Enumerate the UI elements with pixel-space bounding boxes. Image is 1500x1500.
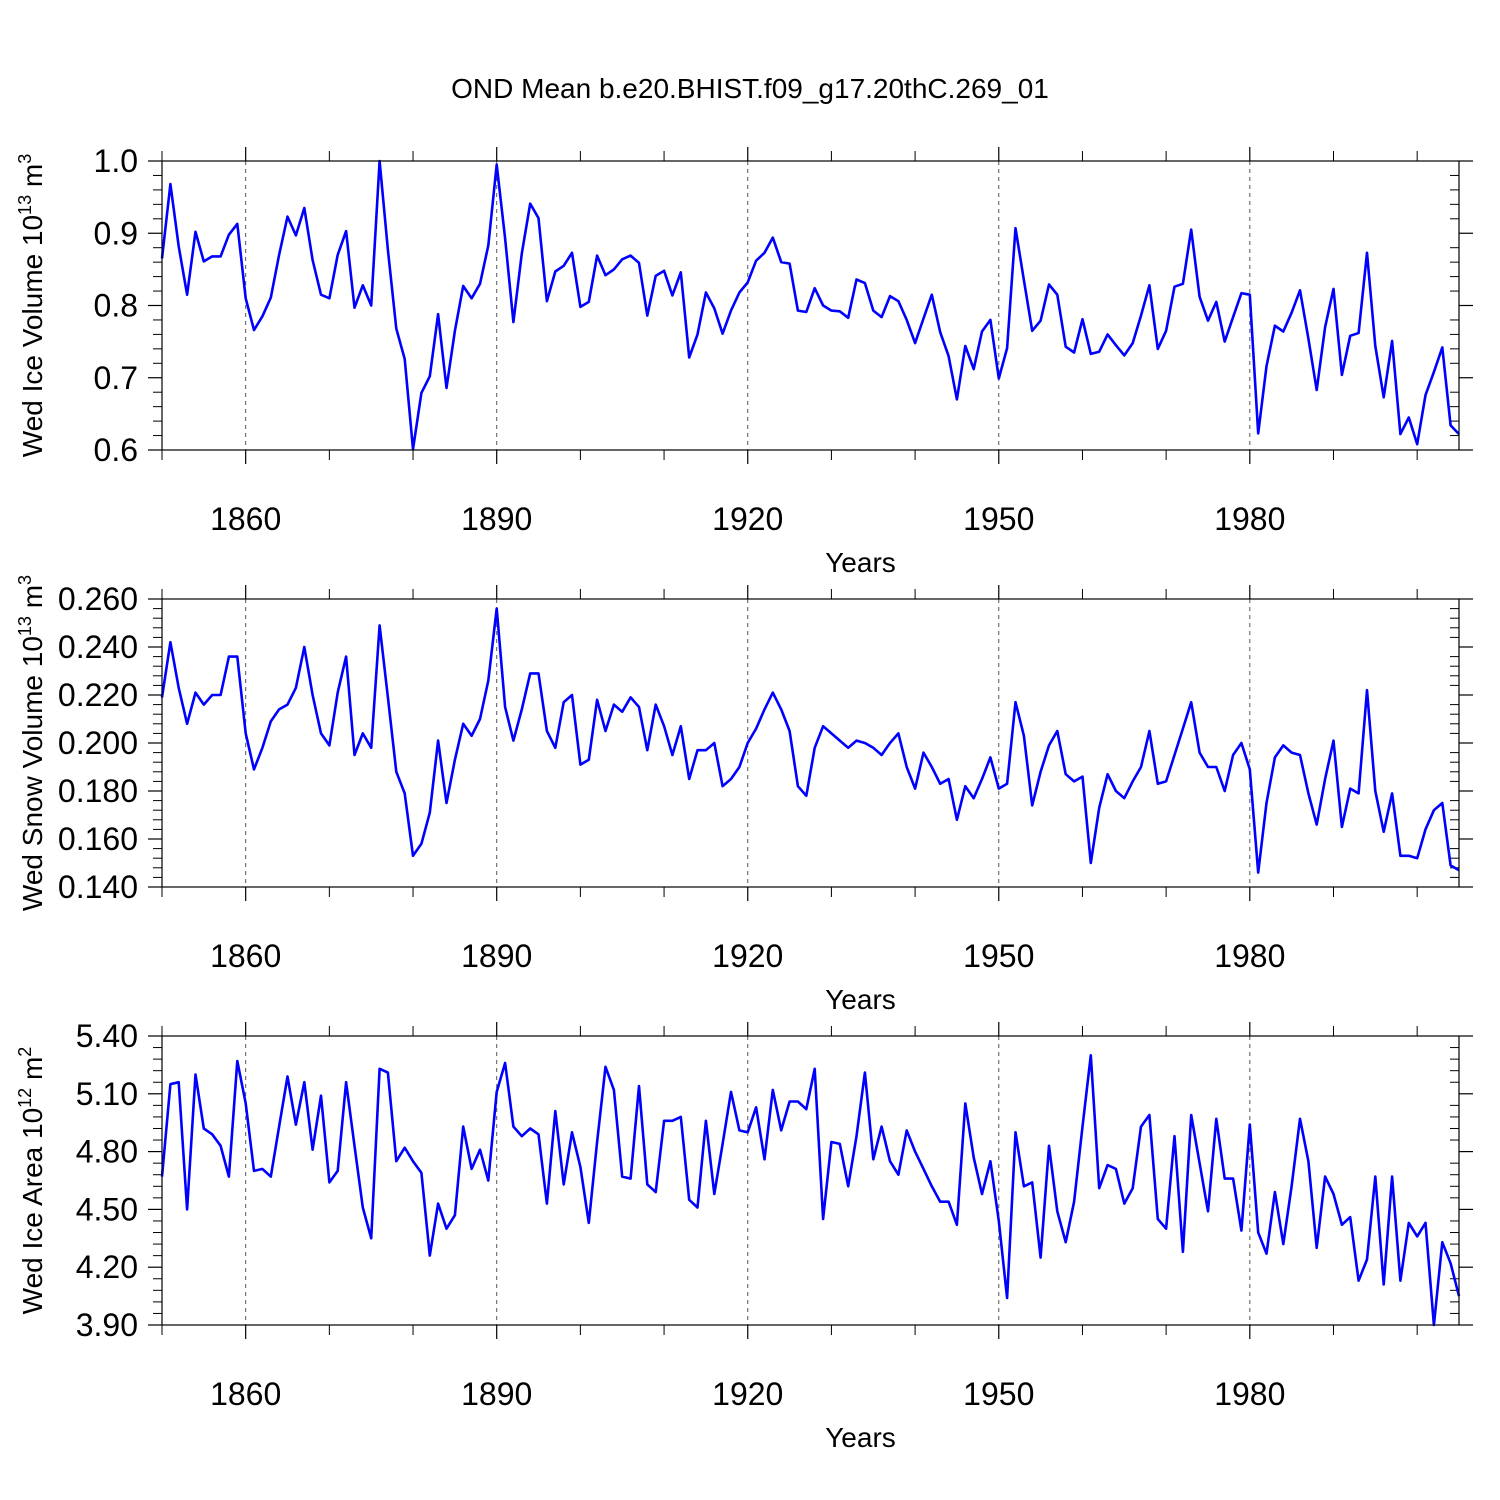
snow-volume-xtick-label: 1950 <box>963 938 1034 974</box>
ice-volume-ylabel-exp1: 13 <box>15 195 35 215</box>
ice-volume-y-tick-labels: 0.6 0.7 0.8 0.9 1.0 <box>94 143 138 468</box>
ice-area-xtick-label: 1980 <box>1214 1376 1285 1412</box>
snow-volume-y-tick-labels: 0.140 0.160 0.180 0.200 0.220 0.240 0.260 <box>58 581 138 905</box>
snow-volume-plot-frame <box>161 598 1460 888</box>
figure-title: OND Mean b.e20.BHIST.f09_g17.20thC.269_0… <box>451 73 1049 104</box>
ice-volume-plot-frame <box>161 160 1460 451</box>
snow-volume-ytick-label: 0.200 <box>58 725 138 761</box>
ice-volume-xtick-label: 1980 <box>1214 501 1285 537</box>
ice-area-ylabel-exp2: 2 <box>15 1047 35 1057</box>
snow-volume-xtick-label: 1920 <box>712 938 783 974</box>
ice-area-xtick-label: 1890 <box>461 1376 532 1412</box>
ice-area-x-tick-labels: 1860 1890 1920 1950 1980 <box>210 1376 1285 1412</box>
snow-volume-xtick-label: 1890 <box>461 938 532 974</box>
ice-area-panel: 3.90 4.20 4.50 4.80 5.10 5.40 1860 1890 1920 195… <box>15 1018 1473 1453</box>
ice-volume-xtick-label: 1860 <box>210 501 281 537</box>
snow-volume-ylabel-base: Wed Snow Volume 10 <box>17 636 48 911</box>
ice-volume-major-ticks <box>148 147 1473 464</box>
ice-volume-panel: 0.6 0.7 0.8 0.9 1.0 1860 1890 1920 1950 1980 Yea… <box>15 143 1473 578</box>
ice-volume-y-axis-label: Wed Ice Volume 1013 m3 <box>15 154 48 457</box>
ice-area-y-tick-labels: 3.90 4.20 4.50 4.80 5.10 5.40 <box>76 1018 138 1343</box>
ice-area-xtick-label: 1860 <box>210 1376 281 1412</box>
ice-area-minor-ticks <box>153 1026 1459 1335</box>
snow-volume-ytick-label: 0.260 <box>58 581 138 617</box>
snow-volume-minor-ticks <box>153 589 1459 897</box>
ice-volume-series <box>160 159 1460 451</box>
snow-volume-ylabel-exp1: 13 <box>15 616 35 636</box>
ice-area-ylabel-exp1: 12 <box>15 1088 35 1108</box>
ice-volume-xtick-label: 1890 <box>461 501 532 537</box>
ice-area-ylabel-mid: m <box>17 1057 48 1088</box>
snow-volume-x-axis-label: Years <box>825 984 896 1015</box>
ice-area-y-axis-label: Wed Ice Area 1012 m2 <box>15 1047 48 1315</box>
ice-area-line <box>160 1054 1461 1327</box>
ice-volume-ytick-label: 0.9 <box>94 215 138 251</box>
ice-volume-ylabel-mid: m <box>17 164 48 195</box>
snow-volume-ytick-label: 0.240 <box>58 629 138 665</box>
ice-area-plot-frame <box>161 1035 1460 1326</box>
snow-volume-x-tick-labels: 1860 1890 1920 1950 1980 <box>210 938 1285 974</box>
ice-area-ytick-label: 4.50 <box>76 1191 138 1227</box>
snow-volume-major-ticks <box>148 585 1473 901</box>
ice-area-ytick-label: 4.20 <box>76 1249 138 1285</box>
snow-volume-ytick-label: 0.140 <box>58 869 138 905</box>
snow-volume-xtick-label: 1860 <box>210 938 281 974</box>
ice-volume-line <box>160 159 1460 451</box>
ice-area-ylabel-base: Wed Ice Area 10 <box>17 1108 48 1315</box>
snow-volume-xtick-label: 1980 <box>1214 938 1285 974</box>
ice-area-ytick-label: 5.10 <box>76 1076 138 1112</box>
ice-volume-ylabel-exp2: 3 <box>15 154 35 164</box>
snow-volume-series <box>160 607 1460 874</box>
ice-area-ytick-label: 5.40 <box>76 1018 138 1054</box>
ice-volume-ylabel-base: Wed Ice Volume 10 <box>17 215 48 457</box>
ice-area-xtick-label: 1920 <box>712 1376 783 1412</box>
snow-volume-panel: 0.140 0.160 0.180 0.200 0.220 0.240 0.260 1860… <box>15 575 1473 1015</box>
snow-volume-line <box>160 607 1460 874</box>
snow-volume-ytick-label: 0.220 <box>58 677 138 713</box>
ice-volume-x-tick-labels: 1860 1890 1920 1950 1980 <box>210 501 1285 537</box>
ice-area-xtick-label: 1950 <box>963 1376 1034 1412</box>
ice-volume-ytick-label: 0.6 <box>94 432 138 468</box>
ice-volume-xtick-label: 1920 <box>712 501 783 537</box>
ice-area-ytick-label: 4.80 <box>76 1134 138 1170</box>
snow-volume-ytick-label: 0.180 <box>58 773 138 809</box>
ice-volume-minor-ticks <box>153 151 1459 460</box>
ice-area-x-gridlines <box>245 1036 1251 1325</box>
ice-volume-ytick-label: 0.7 <box>94 360 138 396</box>
snow-volume-ylabel-exp2: 3 <box>15 575 35 585</box>
ice-area-major-ticks <box>148 1022 1473 1339</box>
ice-volume-x-axis-label: Years <box>825 547 896 578</box>
ice-volume-ytick-label: 0.8 <box>94 288 138 324</box>
ice-volume-ytick-label: 1.0 <box>94 143 138 179</box>
ice-volume-xtick-label: 1950 <box>963 501 1034 537</box>
snow-volume-y-axis-label: Wed Snow Volume 1013 m3 <box>15 575 48 911</box>
ice-area-x-axis-label: Years <box>825 1422 896 1453</box>
snow-volume-ytick-label: 0.160 <box>58 821 138 857</box>
ice-area-ytick-label: 3.90 <box>76 1307 138 1343</box>
ice-area-series <box>160 1054 1461 1327</box>
snow-volume-ylabel-mid: m <box>17 585 48 616</box>
